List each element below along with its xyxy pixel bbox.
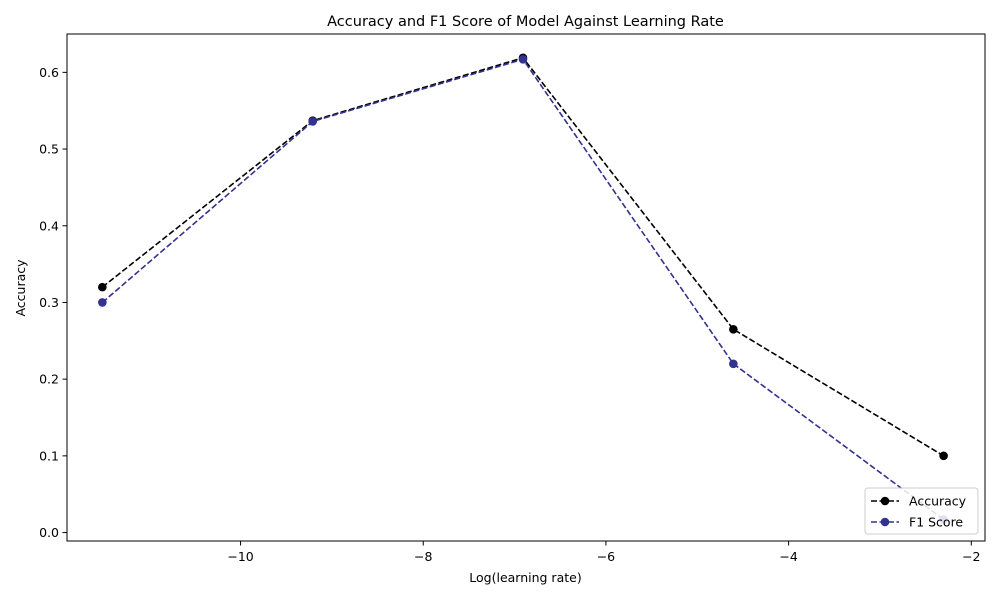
legend-label-1: F1 Score xyxy=(909,515,963,530)
x-tick-label-2: −6 xyxy=(597,549,615,564)
data-point-1-0 xyxy=(98,298,107,307)
y-tick-label-4: 0.4 xyxy=(39,218,59,233)
x-tick-label-0: −10 xyxy=(227,549,253,564)
plot-frame xyxy=(66,33,986,542)
data-point-0-0 xyxy=(98,282,107,292)
y-axis-label: Accuracy xyxy=(13,259,28,317)
y-tick-label-5: 0.5 xyxy=(39,142,59,157)
y-tick-label-3: 0.3 xyxy=(39,295,59,310)
chart-title: Accuracy and F1 Score of Model Against L… xyxy=(327,14,724,30)
data-point-0-3 xyxy=(729,325,738,334)
legend-marker-0 xyxy=(880,496,890,506)
data-point-1-3 xyxy=(729,359,738,369)
legend-label-0: Accuracy xyxy=(909,494,967,509)
data-point-1-1 xyxy=(308,117,318,126)
y-tick-label-1: 0.1 xyxy=(39,448,59,463)
x-tick-label-1: −8 xyxy=(414,549,432,564)
y-tick-label-2: 0.2 xyxy=(39,372,59,387)
legend-marker-1 xyxy=(880,517,890,527)
x-tick-label-3: −4 xyxy=(779,549,797,564)
legend: Accuracy F1 Score xyxy=(864,487,979,535)
y-tick-label-0: 0.0 xyxy=(39,525,59,540)
y-tick-label-6: 0.6 xyxy=(39,65,59,80)
x-axis-label: Log(learning rate) xyxy=(469,570,581,585)
data-point-0-4 xyxy=(939,451,948,461)
data-point-1-2 xyxy=(518,55,528,64)
plot-area: −10 −8 −6 −4 −2 0.0 0.1 0.2 0.3 0.4 0.5 0.6 xyxy=(39,33,986,564)
x-tick-label-4: −2 xyxy=(962,549,980,564)
